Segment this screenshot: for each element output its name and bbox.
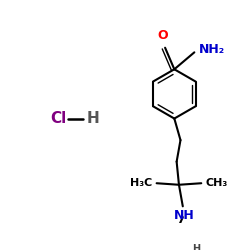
Text: CH₃: CH₃ [206,178,228,188]
Text: H: H [86,111,99,126]
Text: NH₂: NH₂ [199,43,225,56]
Text: O: O [158,28,168,42]
Text: Cl: Cl [50,111,66,126]
Text: NH: NH [174,210,195,222]
Text: H: H [192,244,200,250]
Text: H₃C: H₃C [130,178,152,188]
